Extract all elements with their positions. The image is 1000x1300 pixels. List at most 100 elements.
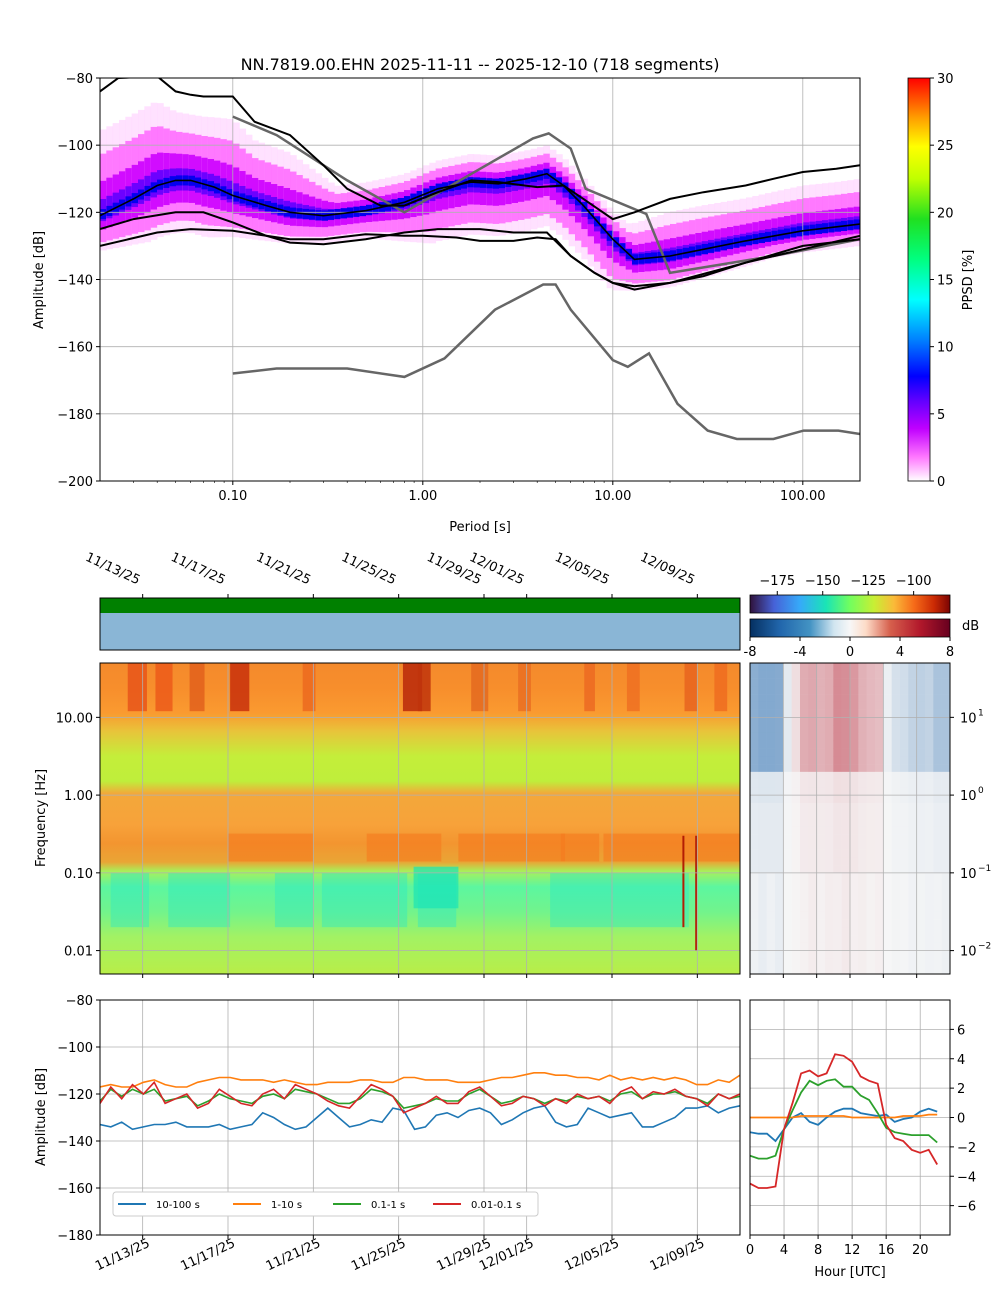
diurnal-cell <box>850 880 859 889</box>
diurnal-cell <box>800 950 809 959</box>
diurnal-cell <box>833 670 842 679</box>
diurnal-cell <box>841 694 851 703</box>
spectrogram-colorbar-tick-label: −125 <box>850 574 886 589</box>
diurnal-cell <box>800 911 809 920</box>
diurnal-cell <box>833 958 842 967</box>
diurnal-cell <box>941 857 950 866</box>
diurnal-cell <box>875 880 884 889</box>
diurnal-cell <box>933 732 942 742</box>
diurnal-cell <box>875 771 884 780</box>
diurnal-cell <box>791 701 801 710</box>
top-date-label: 11/13/25 <box>83 550 142 588</box>
diurnal-cell <box>783 795 792 804</box>
diurnal-cell <box>808 748 817 757</box>
diurnal-cell <box>791 694 801 703</box>
diurnal-cell <box>808 919 817 928</box>
diurnal-cell <box>875 888 884 897</box>
diurnal-cell <box>800 725 809 734</box>
diurnal-cell <box>841 818 851 827</box>
diurnal-cell <box>866 810 876 819</box>
top-date-label: 11/25/25 <box>339 550 398 588</box>
timeseries-xtick-label: 11/13/25 <box>93 1236 152 1274</box>
diurnal-cell <box>916 694 926 703</box>
diurnal-cell <box>900 686 909 695</box>
diurnal-cell <box>900 935 909 944</box>
diurnal-cell <box>858 927 867 936</box>
diurnal-cell <box>883 919 892 928</box>
diurnal-cell <box>941 904 950 913</box>
diurnal-cell <box>816 810 826 819</box>
diurnal-cell <box>883 958 892 967</box>
diurnal-cell <box>916 748 926 757</box>
diurnal-cell <box>908 771 917 780</box>
diurnal-cell <box>908 818 917 827</box>
diurnal-cell <box>758 826 767 835</box>
spectrogram-ticks: 0.01 0.10 1.00 10.00 <box>56 711 698 978</box>
spectrogram-ytick-label: 10.00 <box>56 711 93 726</box>
diurnal-cell <box>775 942 784 951</box>
availability-frame <box>99 597 741 651</box>
top-date-label: 11/17/25 <box>168 550 227 588</box>
diurnal-cell <box>825 678 834 687</box>
diurnal-cell <box>875 958 884 967</box>
diurnal-cell <box>900 826 909 835</box>
diurnal-cell <box>825 872 834 881</box>
diurnal-cell <box>875 826 884 835</box>
diurnal-cell <box>783 732 792 742</box>
diurnal-cell <box>850 771 859 780</box>
diurnal-cell <box>866 771 876 780</box>
diurnal-cell <box>750 919 759 928</box>
diurnal-ytick-exponent: −2 <box>978 942 991 952</box>
diurnal-cell <box>791 834 801 843</box>
diurnal-cell <box>775 857 784 866</box>
diurnal-cell <box>933 935 942 944</box>
ppsd-ytick-label: −80 <box>66 72 93 87</box>
spectrogram-hf-streak <box>471 663 489 712</box>
diurnal-cell <box>791 919 801 928</box>
diurnal-cell <box>891 725 901 734</box>
diurnal-cell <box>825 942 834 951</box>
diurnal-cell <box>941 670 950 679</box>
timeseries-xtick-label: 11/25/25 <box>349 1236 408 1274</box>
diurnal-cell <box>783 709 792 718</box>
diurnal-cell <box>858 935 867 944</box>
diurnal-cell <box>800 756 809 765</box>
diurnal-cell <box>941 756 950 765</box>
ppsd-xtick-label: 1.00 <box>408 489 437 504</box>
diurnal-cell <box>750 904 759 913</box>
diurnal-cell <box>791 670 801 679</box>
diurnal-cell <box>875 678 884 687</box>
diurnal-cell <box>916 857 926 866</box>
diurnal-cell <box>908 950 917 959</box>
diurnal-cell <box>833 694 842 703</box>
diurnal-cell <box>775 919 784 928</box>
diurnal-cell <box>758 942 767 951</box>
ppsd-ytick-label: −100 <box>57 139 93 154</box>
diurnal-cell <box>750 888 759 897</box>
diurnal-cell <box>891 795 901 804</box>
diurnal-cell <box>908 678 917 687</box>
diurnal-cell <box>933 802 942 812</box>
diurnal-cell <box>775 958 784 967</box>
mode-line <box>100 172 860 261</box>
diurnal-cell <box>766 904 776 913</box>
diurnal-cell <box>758 764 767 773</box>
diurnal-cell <box>875 896 884 905</box>
diurnal-cell <box>933 787 942 796</box>
diurnal-cell <box>850 841 859 850</box>
diurnal-cell <box>841 888 851 897</box>
spectrogram-lf-patch <box>550 872 689 928</box>
diurnal-cell <box>908 686 917 695</box>
diurnal-cell <box>916 709 926 718</box>
diurnal-cell <box>816 779 826 788</box>
diurnal-cell <box>850 950 859 959</box>
spectrogram-hf-streak <box>127 663 147 712</box>
diurnal-cell <box>758 904 767 913</box>
diurnal-cell <box>841 927 851 936</box>
diurnal-cell <box>833 764 842 773</box>
diurnal-cell <box>808 678 817 687</box>
diurnal-cell <box>750 857 759 866</box>
diurnal-cell <box>775 756 784 765</box>
diurnal-cell <box>866 942 876 951</box>
diurnal-cell <box>900 818 909 827</box>
